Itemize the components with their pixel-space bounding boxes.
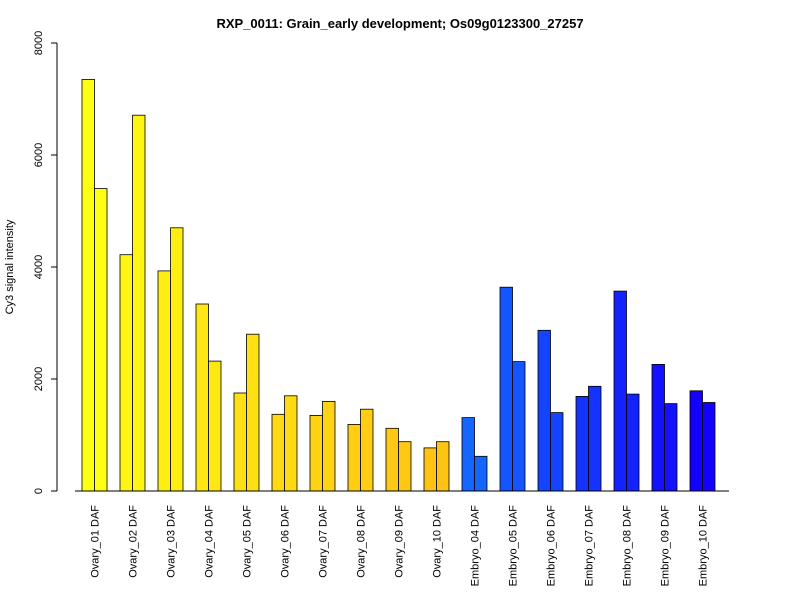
bar [461,417,475,492]
x-tick-label: Embryo_07 DAF [584,505,596,587]
x-tick-label: Ovary_04 DAF [204,505,216,578]
y-tick-label: 2000 [33,367,45,391]
x-tick-label: Ovary_09 DAF [394,505,406,578]
bar [322,400,336,492]
bar [119,254,133,492]
bar [550,412,564,492]
bar [195,303,209,492]
x-tick-label: Embryo_04 DAF [470,505,482,587]
x-tick-label: Ovary_06 DAF [280,505,292,578]
bar [347,423,361,492]
bar [588,385,602,492]
y-tick-label: 0 [33,488,45,494]
bar [233,392,247,492]
bar [94,188,108,492]
y-tick-label: 6000 [33,143,45,167]
x-tick-label: Ovary_02 DAF [128,505,140,578]
bar [132,114,146,492]
x-tick-label: Embryo_05 DAF [508,505,520,587]
bar [575,395,589,492]
bar [702,402,716,492]
bar [309,414,323,492]
bar [474,455,488,492]
bar [385,427,399,492]
x-tick-label: Ovary_03 DAF [166,505,178,578]
bar [170,227,184,492]
x-tick-label: Embryo_08 DAF [622,505,634,587]
y-tick-label: 4000 [33,255,45,279]
x-tick-label: Ovary_10 DAF [432,505,444,578]
bar [208,360,222,492]
y-axis-label: Cy3 signal intensity [4,219,16,314]
bar [613,290,627,492]
bar [360,408,374,492]
bar [689,390,703,492]
x-tick-label: Ovary_08 DAF [356,505,368,578]
x-tick-label: Embryo_09 DAF [660,505,672,587]
bar [499,286,513,492]
x-tick-label: Embryo_06 DAF [546,505,558,587]
x-tick-label: Ovary_07 DAF [318,505,330,578]
bar [271,413,285,492]
y-tick-label: 8000 [33,31,45,55]
bar [436,441,450,492]
bar [651,363,665,492]
bar [157,270,171,492]
bar [284,395,298,492]
bar [398,441,412,492]
bar [423,447,437,492]
x-tick-label: Ovary_01 DAF [90,505,102,578]
bar [537,329,551,492]
chart-title: RXP_0011: Grain_early development; Os09g… [216,16,583,31]
bars [81,79,716,492]
bar [246,333,260,492]
bar [81,79,95,492]
y-axis: 0 2000 4000 6000 8000 [33,31,58,494]
category-labels: Ovary_01 DAF Ovary_02 DAF Ovary_03 DAF Ovar… [90,505,710,587]
bar [512,361,526,492]
bar [664,403,678,492]
bar [626,393,640,492]
x-tick-label: Embryo_10 DAF [698,505,710,587]
x-tick-label: Ovary_05 DAF [242,505,254,578]
